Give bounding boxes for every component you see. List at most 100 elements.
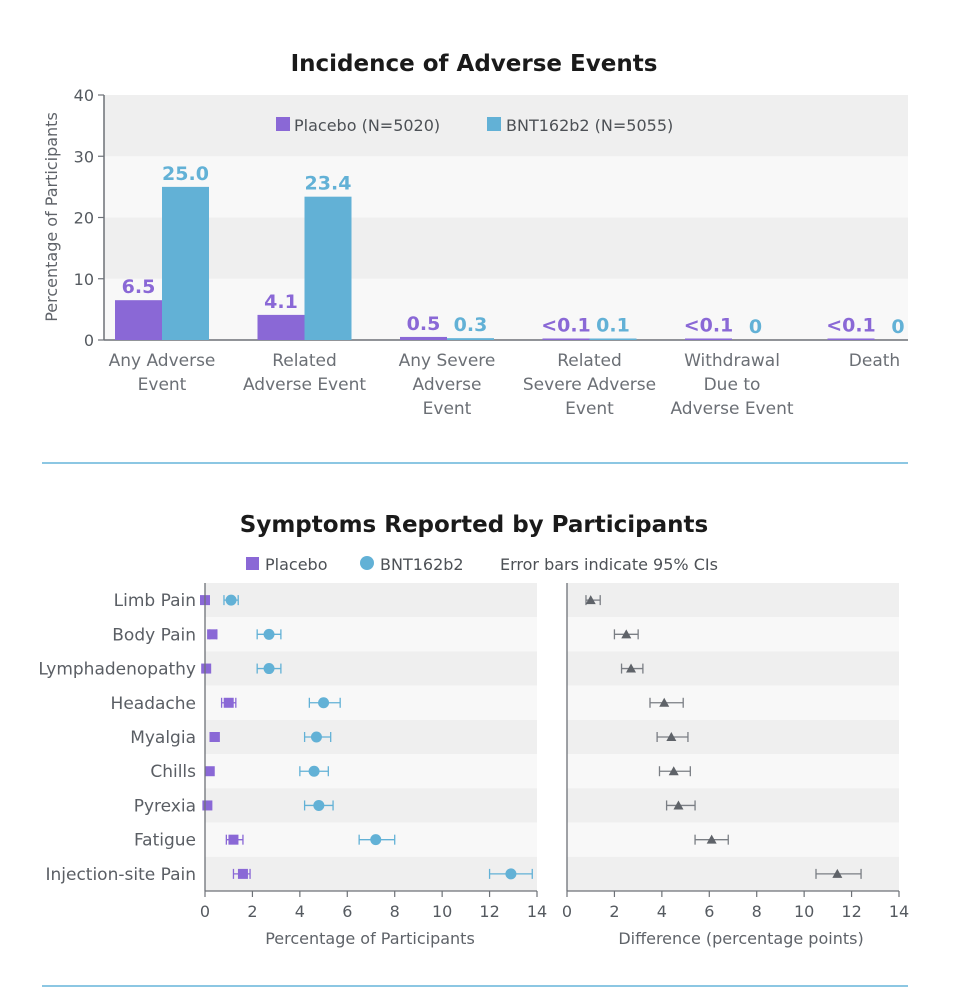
bnt162b2-point xyxy=(505,868,517,880)
difference-point xyxy=(832,868,843,878)
legend-error-bar-note: Error bars indicate 95% CIs xyxy=(500,555,718,574)
symptom-label: Pyrexia xyxy=(134,796,196,816)
data-label-bnt162b2: 0.1 xyxy=(596,315,630,337)
symptom-label: Myalgia xyxy=(130,728,196,748)
right-x-tick-label: 2 xyxy=(609,902,619,921)
legend-placebo-swatch xyxy=(276,117,290,131)
bar-placebo xyxy=(827,338,875,340)
row-band xyxy=(205,788,537,823)
placebo-point xyxy=(223,697,234,708)
legend-placebo-square-icon xyxy=(246,557,259,570)
data-label-placebo: 4.1 xyxy=(264,291,298,313)
data-label-placebo: 0.5 xyxy=(407,313,441,335)
bar-placebo xyxy=(542,338,590,340)
left-x-tick-label: 12 xyxy=(479,902,499,921)
row-band xyxy=(567,754,899,789)
bnt162b2-point xyxy=(225,594,237,606)
right-x-tick-label: 8 xyxy=(752,902,762,921)
row-band xyxy=(567,719,899,755)
bnt162b2-point xyxy=(310,731,322,743)
symptom-labels: Limb Pain Body Pain Lymphadenopathy Headach… xyxy=(38,591,196,885)
data-label-bnt162b2: 25.0 xyxy=(162,163,209,185)
bar-bnt162b2 xyxy=(589,338,637,340)
left-x-tick-label: 6 xyxy=(342,902,352,921)
bar-bnt162b2 xyxy=(304,196,352,340)
difference-point xyxy=(626,663,637,673)
right-x-tick-label: 4 xyxy=(657,902,667,921)
category-label: Related xyxy=(272,351,337,371)
grid-band xyxy=(104,95,908,157)
bnt162b2-point xyxy=(318,697,330,709)
symptom-label: Chills xyxy=(150,762,196,782)
symptom-label: Body Pain xyxy=(112,625,196,645)
row-band xyxy=(205,583,537,618)
category-label: Related xyxy=(557,351,622,371)
y-tick-label: 40 xyxy=(74,86,94,105)
placebo-point xyxy=(202,800,213,811)
placebo-point xyxy=(237,868,248,879)
category-label: Adverse xyxy=(413,375,482,395)
bnt162b2-point xyxy=(263,628,275,640)
y-tick-label: 0 xyxy=(84,331,94,350)
grid-band xyxy=(104,217,908,279)
bar-placebo xyxy=(115,300,162,340)
symptom-label: Injection-site Pain xyxy=(45,865,196,885)
legend-placebo-text: Placebo xyxy=(265,555,327,574)
row-band xyxy=(567,685,899,720)
data-label-placebo: <0.1 xyxy=(541,315,591,337)
row-band xyxy=(567,822,899,857)
symptom-label: Limb Pain xyxy=(114,591,196,611)
data-label-bnt162b2: 23.4 xyxy=(305,173,352,195)
legend-bnt-swatch xyxy=(487,117,501,131)
left-x-tick-label: 10 xyxy=(432,902,452,921)
category-label: Severe Adverse xyxy=(523,375,656,395)
left-x-tick-label: 8 xyxy=(390,902,400,921)
category-label: Withdrawal xyxy=(684,351,780,371)
category-label: Event xyxy=(565,399,614,419)
symptom-label: Fatigue xyxy=(134,831,196,851)
top-chart-y-axis-label: Percentage of Participants xyxy=(42,112,61,322)
left-x-tick-label: 0 xyxy=(200,902,210,921)
legend-bnt-text: BNT162b2 xyxy=(380,555,464,574)
difference-point xyxy=(706,834,717,844)
placebo-point xyxy=(207,629,218,640)
symptom-label: Lymphadenopathy xyxy=(38,660,196,680)
right-x-tick-label: 14 xyxy=(889,902,909,921)
placebo-point xyxy=(209,732,220,742)
row-band xyxy=(205,719,537,755)
symptom-label: Headache xyxy=(111,694,196,714)
difference-point xyxy=(659,697,670,707)
category-label: Any Severe xyxy=(399,351,496,371)
bnt162b2-point xyxy=(308,765,320,777)
right-x-tick-label: 12 xyxy=(841,902,861,921)
category-label: Event xyxy=(423,399,472,419)
left-x-tick-label: 4 xyxy=(295,902,305,921)
y-tick-label: 10 xyxy=(74,270,94,289)
category-label: Event xyxy=(138,375,187,395)
right-x-tick-label: 10 xyxy=(794,902,814,921)
placebo-point xyxy=(228,834,239,845)
data-label-placebo: <0.1 xyxy=(684,315,734,337)
right-panel-points xyxy=(585,595,862,879)
bar-placebo xyxy=(400,336,447,340)
placebo-point xyxy=(204,766,215,777)
legend-placebo-label: Placebo (N=5020) xyxy=(294,116,440,135)
top-chart-legend: Placebo (N=5020) BNT162b2 (N=5055) xyxy=(276,116,673,135)
data-label-bnt162b2: 0 xyxy=(749,316,762,338)
row-band xyxy=(205,651,537,686)
difference-point xyxy=(668,766,679,776)
left-panel-x-label: Percentage of Participants xyxy=(265,929,475,948)
placebo-point xyxy=(201,663,212,674)
bar-placebo xyxy=(685,338,732,340)
data-label-bnt162b2: 0 xyxy=(891,316,904,338)
top-chart-title: Incidence of Adverse Events xyxy=(291,51,658,77)
row-band xyxy=(567,651,899,686)
y-tick-label: 20 xyxy=(74,209,94,228)
top-chart-categories: Any Adverse Event Related Adverse Event Any … xyxy=(109,351,901,419)
row-band xyxy=(205,617,537,652)
top-chart-bands xyxy=(104,95,908,340)
bottom-chart-bands xyxy=(205,583,899,891)
bnt162b2-point xyxy=(370,834,382,846)
bottom-chart-legend: Placebo BNT162b2 Error bars indicate 95%… xyxy=(246,555,718,574)
data-label-bnt162b2: 0.3 xyxy=(454,314,488,336)
